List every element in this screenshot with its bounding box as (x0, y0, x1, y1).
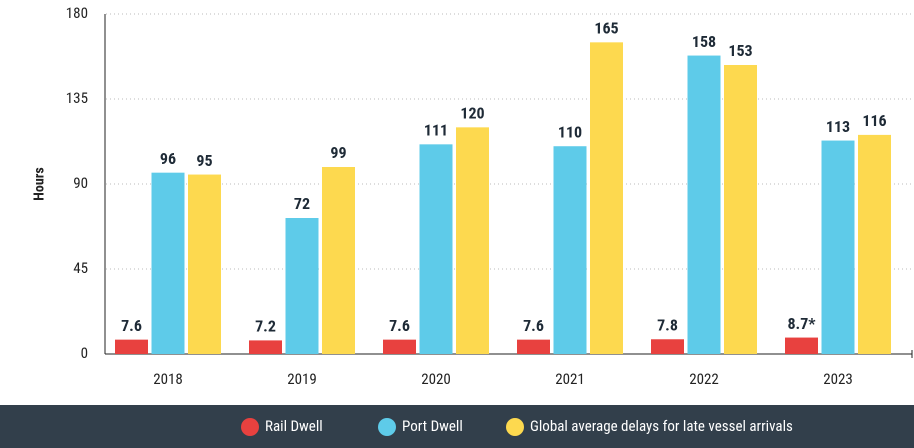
y-tick-label: 0 (81, 344, 88, 362)
bar (322, 167, 355, 354)
legend-label: Global average delays for late vessel ar… (530, 417, 793, 435)
bar (858, 134, 891, 354)
bar (115, 339, 148, 354)
bar (590, 42, 623, 354)
bar (419, 144, 453, 354)
legend-swatch (378, 418, 396, 436)
x-tick-label: 2018 (153, 370, 183, 388)
value-label: 95 (196, 151, 212, 170)
x-tick-label: 2022 (689, 370, 719, 388)
value-label: 158 (692, 32, 716, 51)
bar (188, 174, 221, 354)
x-tick-label: 2020 (421, 370, 451, 388)
value-label: 153 (728, 41, 752, 60)
y-tick-label: 45 (73, 259, 88, 277)
bar (383, 339, 416, 354)
legend-background (0, 405, 914, 448)
y-tick-label: 90 (73, 174, 88, 192)
legend-label: Port Dwell (402, 417, 463, 435)
bar (785, 337, 818, 354)
value-label: 110 (558, 122, 582, 141)
x-tick-label: 2023 (823, 370, 853, 388)
value-label: 7.6 (523, 316, 544, 335)
bar (517, 339, 550, 354)
value-label: 8.7* (787, 314, 816, 333)
bar (651, 339, 684, 354)
legend-swatch (506, 418, 524, 436)
value-label: 111 (424, 121, 448, 140)
value-label: 7.8 (657, 315, 678, 334)
legend-label: Rail Dwell (265, 417, 323, 435)
bar (821, 140, 855, 354)
bar (553, 146, 587, 354)
x-tick-label: 2021 (555, 370, 585, 388)
value-label: 99 (330, 143, 346, 162)
y-tick-label: 180 (66, 4, 88, 22)
value-label: 120 (460, 104, 484, 123)
value-label: 113 (826, 117, 850, 136)
y-tick-label: 135 (66, 89, 88, 107)
value-label: 7.6 (389, 316, 410, 335)
value-label: 7.6 (121, 316, 142, 335)
bar (249, 340, 282, 354)
legend-swatch (241, 418, 259, 436)
bar (724, 65, 757, 354)
value-label: 7.2 (255, 317, 276, 336)
bar (151, 172, 185, 354)
value-label: 72 (294, 194, 310, 213)
value-label: 96 (160, 149, 176, 168)
bar (456, 127, 489, 354)
y-axis-label: Hours (32, 167, 48, 200)
x-tick-label: 2019 (287, 370, 317, 388)
bar (687, 55, 721, 355)
value-label: 116 (862, 111, 886, 130)
value-label: 165 (594, 19, 618, 38)
bar (285, 218, 319, 354)
